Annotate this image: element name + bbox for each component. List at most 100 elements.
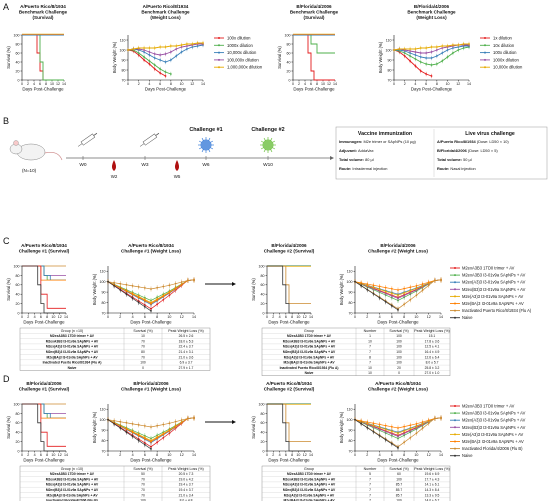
chart-title: (Survival): [304, 15, 325, 20]
table-cell: M2ex(A3)3 I3-01v9a SApNPs + AV: [46, 483, 99, 487]
syringe-icon: [139, 132, 160, 147]
vaccine-detail: Total volume: 80 µl: [339, 157, 374, 162]
y-tick-label: 60: [16, 51, 20, 55]
data-point: [159, 54, 162, 56]
legend-marker: [218, 51, 220, 54]
y-axis-label: Body Weight (%): [339, 411, 344, 443]
x-tick-label: 2: [404, 82, 406, 86]
table-cell: M2ex(B3)3 I3-01v9a SApNPs + AV: [46, 350, 99, 354]
legend-marker: [218, 58, 220, 61]
data-point: [397, 289, 399, 291]
table-cell: 15.1: [429, 334, 436, 338]
table-cell: 70: [141, 355, 145, 359]
x-tick-label: 6: [40, 315, 42, 319]
x-axis-label: Days Post-Challenge: [23, 320, 65, 325]
mouse-illustration: [9, 140, 63, 161]
x-tick-label: 2: [298, 82, 300, 86]
table-cell: 100: [396, 361, 402, 365]
data-point: [125, 428, 128, 430]
data-point: [440, 417, 442, 419]
data-point: [384, 428, 387, 431]
x-tick-label: 8: [156, 315, 158, 319]
y-tick-label: 80: [16, 274, 20, 278]
x-tick-label: 10: [167, 453, 171, 457]
y-tick-label: 90: [122, 58, 126, 62]
table-cell: M2exA3B3 1TD0 trimer + AV: [50, 472, 95, 476]
legend-label: 1,000,000x dilution: [227, 65, 263, 70]
data-point: [440, 279, 442, 281]
series-line: [354, 419, 399, 449]
data-point: [156, 286, 159, 289]
table-cell: 85.7: [396, 488, 403, 492]
y-tick-label: 100: [259, 402, 265, 406]
data-point: [372, 422, 375, 425]
data-point: [384, 290, 387, 293]
y-tick-label: 40: [261, 431, 265, 435]
chart-title: A/Puerto Rico/8/1934: [375, 381, 421, 386]
panel-label-b: B: [3, 116, 9, 126]
legend-label: Naive: [462, 315, 473, 320]
data-point: [175, 48, 178, 50]
x-tick-label: 8: [316, 82, 318, 86]
x-tick-label: 4: [279, 453, 281, 457]
x-tick-label: 8: [156, 453, 158, 457]
legend-label: M2ex(B3)3 I3-01v9a SApNPs + AV: [462, 287, 526, 292]
weight-chart: 70 80 90 100 110 0 2 4 6 8 10 12 14 Body Weight (%) Da…: [112, 35, 205, 92]
legend-label: 10x dilution: [493, 43, 515, 48]
table-cell: 20: [397, 366, 401, 370]
data-point: [446, 56, 449, 58]
table-cell: 100: [396, 477, 402, 481]
table-cell: Naive: [305, 371, 314, 375]
chart-title: Challenge #1 (Survival): [19, 387, 70, 392]
data-point: [378, 423, 381, 426]
table-cell: 70: [141, 345, 145, 349]
data-point: [137, 47, 140, 49]
data-point: [414, 58, 417, 60]
series-line: [267, 403, 311, 452]
y-tick-label: 100: [285, 33, 291, 37]
table-cell: 70: [141, 339, 145, 343]
y-tick-label: 80: [102, 301, 106, 305]
data-point: [427, 284, 430, 287]
table-header: Group (n =10): [61, 329, 83, 333]
data-point: [131, 293, 134, 296]
data-point: [164, 75, 167, 77]
table-cell: 8.0 ± 4.8: [180, 499, 193, 501]
data-point: [360, 284, 363, 287]
table-cell: M2ex(B3)3 I3-01v9a SApNPs + AV: [283, 488, 336, 492]
data-point: [168, 284, 171, 287]
x-tick-label: 12: [327, 82, 331, 86]
data-point: [435, 55, 438, 57]
table-cell: 100: [140, 499, 146, 501]
legend-label: 1x dilution: [493, 36, 513, 41]
x-tick-label: 10: [321, 82, 325, 86]
legend-marker: [484, 37, 486, 39]
data-point: [366, 426, 369, 429]
table-cell: 1: [369, 334, 371, 338]
series-line: [267, 265, 311, 314]
week-label: W0: [79, 162, 87, 168]
legend-marker: [484, 58, 486, 61]
y-tick-label: 20: [16, 69, 20, 73]
data-point: [457, 44, 460, 46]
table-cell: 12.5 ± 4.1: [425, 345, 440, 349]
x-tick-label: 14: [64, 453, 68, 457]
x-tick-label: 10: [414, 315, 418, 319]
vaccine-detail: Immunogen: M2e trimer or SApNPs (10 µg): [339, 139, 417, 144]
x-tick-label: 8: [170, 82, 172, 86]
table-cell: 60: [397, 472, 401, 476]
table-cell: 20.5 ± 7.3: [179, 472, 194, 476]
y-axis-label: Survival (%): [6, 46, 11, 69]
table-cell: 100: [396, 345, 402, 349]
y-tick-label: 100: [347, 418, 353, 422]
legend-label: 100x dilution: [493, 50, 517, 55]
table-cell: 8: [369, 355, 371, 359]
legend-marker: [454, 440, 456, 443]
table-header: Number: [364, 329, 378, 333]
y-tick-label: 0: [18, 449, 20, 453]
x-axis-label: Days Post-Challenge: [268, 458, 310, 463]
y-tick-label: 80: [261, 274, 265, 278]
y-tick-label: 40: [16, 431, 20, 435]
y-tick-label: 70: [102, 311, 106, 315]
